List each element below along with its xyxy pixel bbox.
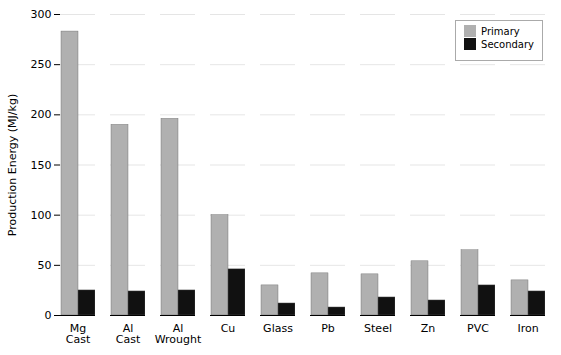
svg-text:Production Energy (MJ/kg): Production Energy (MJ/kg)	[6, 94, 19, 236]
svg-text:300: 300	[31, 8, 52, 21]
svg-text:MgCast: MgCast	[66, 322, 91, 346]
svg-text:Iron: Iron	[517, 322, 538, 335]
svg-text:50: 50	[38, 259, 52, 272]
svg-text:Glass: Glass	[263, 322, 293, 335]
svg-text:Cu: Cu	[221, 322, 236, 335]
svg-text:100: 100	[31, 209, 52, 222]
svg-text:AlWrought: AlWrought	[155, 322, 202, 346]
svg-text:PVC: PVC	[467, 322, 489, 335]
svg-text:150: 150	[31, 159, 52, 172]
svg-text:Zn: Zn	[421, 322, 436, 335]
svg-text:0: 0	[45, 309, 52, 322]
svg-text:250: 250	[31, 58, 52, 71]
html-text:Primary: Primary	[481, 25, 520, 37]
svg-text:200: 200	[31, 108, 52, 121]
svg-text:Steel: Steel	[364, 322, 392, 335]
html-text:Secondary: Secondary	[481, 38, 534, 50]
svg-text:AlCast: AlCast	[116, 322, 141, 346]
svg-text:Pb: Pb	[321, 322, 335, 335]
